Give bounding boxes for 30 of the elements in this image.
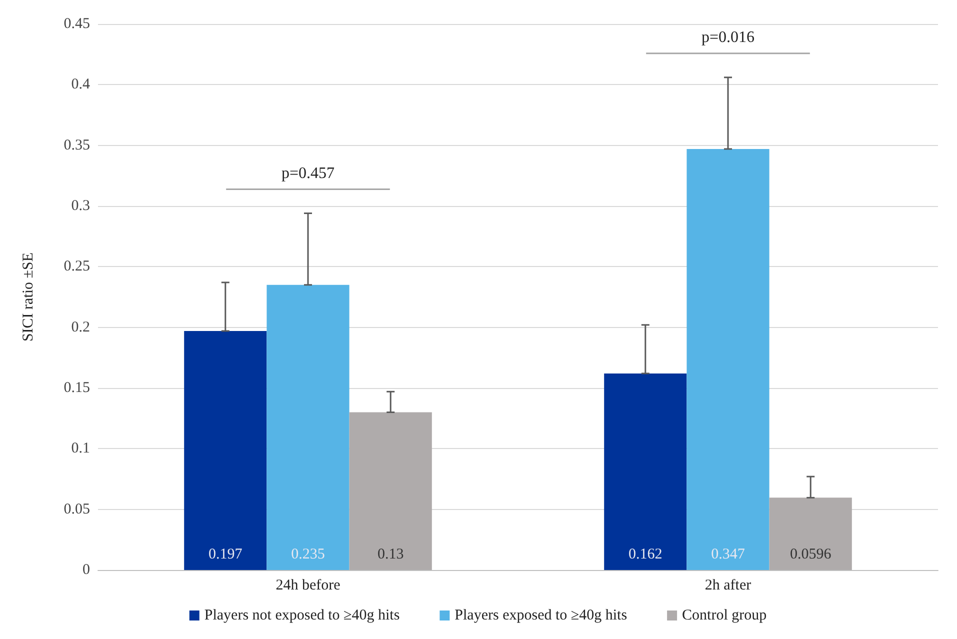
data-label: 0.162: [628, 546, 662, 562]
annotation: p=0.016: [701, 28, 755, 46]
y-tick-label: 0.3: [71, 198, 90, 214]
data-label: 0.13: [377, 546, 404, 562]
annotation: p=0.457: [281, 164, 335, 182]
data-label: 0.235: [291, 546, 325, 562]
y-axis-title: SICI ratio ±SE: [20, 252, 36, 342]
y-tick-label: 0.25: [64, 258, 90, 275]
bar: [349, 412, 432, 570]
y-tick-label: 0.2: [71, 319, 90, 336]
legend-label: Players not exposed to ≥40g hits: [204, 608, 400, 624]
y-tick-label: 0: [82, 562, 90, 578]
legend-label: Players exposed to ≥40g hits: [454, 608, 628, 624]
data-label: 0.347: [711, 546, 746, 562]
y-tick-label: 0.05: [64, 501, 90, 518]
y-tick-label: 0.15: [64, 380, 90, 396]
data-label: 0.0596: [790, 546, 832, 562]
y-tick-label: 0.35: [64, 137, 90, 154]
bar: [184, 330, 267, 570]
bar: [769, 498, 852, 570]
x-tick-label: 2h after: [704, 578, 752, 594]
y-tick-label: 0.45: [64, 16, 90, 32]
data-label: 0.197: [208, 546, 243, 562]
bar: [266, 284, 350, 570]
bar: [686, 148, 770, 570]
y-tick-label: 0.4: [71, 76, 90, 93]
legend-label: Control group: [682, 608, 767, 624]
y-tick-label: 0.1: [71, 440, 90, 457]
x-tick-label: 24h before: [276, 578, 341, 594]
bar: [604, 373, 687, 570]
